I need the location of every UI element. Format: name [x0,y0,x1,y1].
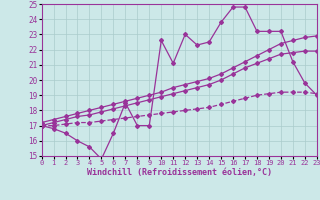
X-axis label: Windchill (Refroidissement éolien,°C): Windchill (Refroidissement éolien,°C) [87,168,272,177]
